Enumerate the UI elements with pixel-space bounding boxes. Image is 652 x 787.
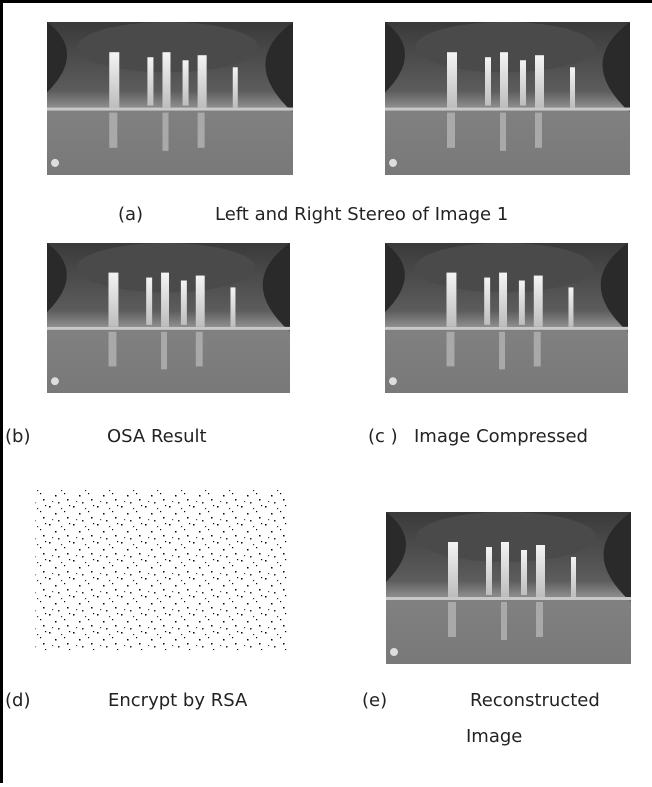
panel-caption: Image [466, 726, 522, 747]
panel-label: (b) [5, 426, 30, 447]
page: {"panels": [ {"label": "(a)", "caption":… [0, 0, 652, 783]
panel-caption: Reconstructed [470, 690, 600, 711]
image-reconstructed [386, 512, 631, 664]
image-compressed [385, 243, 628, 393]
panel-label: (e) [362, 690, 387, 711]
panel-caption: OSA Result [107, 426, 207, 447]
panel-caption: Left and Right Stereo of Image 1 [215, 204, 508, 225]
figure: (a) Left and Right Stereo of Image 1 (b)… [0, 0, 652, 783]
panel-caption: Encrypt by RSA [108, 690, 248, 711]
panel-label: (d) [5, 690, 30, 711]
panel-caption: Image Compressed [414, 426, 588, 447]
panel-label: (a) [118, 204, 143, 225]
image-osa [47, 243, 290, 393]
image-encrypted [35, 490, 288, 650]
image-left [47, 22, 293, 175]
image-right [385, 22, 630, 175]
panel-label: (c ) [368, 426, 398, 447]
